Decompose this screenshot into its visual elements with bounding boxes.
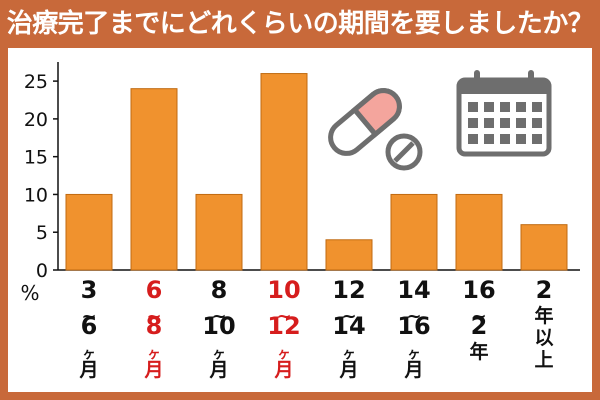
bar (130, 88, 178, 271)
calendar-day-cell (532, 134, 542, 144)
x-tick-label-part: ~ (471, 306, 486, 327)
x-tick-label: 6~8 ヶ月 (143, 276, 163, 381)
calendar-day-cell (500, 118, 510, 128)
calendar-day-cell (468, 118, 478, 128)
x-tick-label-part: ヶ (277, 347, 290, 362)
x-tick-label-part: 3 (81, 276, 98, 304)
x-tick-label-part: 8 (146, 312, 163, 340)
calendar-day-cell (484, 134, 494, 144)
x-tick-label: 14~16 ヶ月 (397, 276, 430, 381)
x-tick-label-part: ヶ (82, 347, 95, 362)
x-tick-label-part: 月 (78, 359, 98, 381)
calendar-day-cell (500, 134, 510, 144)
x-tick-label-part: 2 (471, 312, 488, 340)
calendar-day-cell (468, 102, 478, 112)
x-tick-label-part: ~ (276, 306, 291, 327)
y-tick-label: 15 (24, 147, 48, 169)
x-tick-label-part: 月 (273, 359, 293, 381)
y-tick-label: 25 (24, 71, 48, 93)
x-tick-label-part: 上 (534, 349, 553, 371)
x-tick-label-part: 6 (81, 312, 98, 340)
x-tick-label-part: 12 (332, 276, 365, 304)
x-tick-label-part: ~ (81, 306, 96, 327)
x-tick-labels: 3~6ヶ月6~8ヶ月8~10ヶ月10~12ヶ月12~14ヶ月14~16ヶ月16~… (78, 276, 553, 381)
calendar-day-cell (484, 118, 494, 128)
bar (325, 239, 373, 271)
bar (65, 193, 113, 271)
x-tick-label-part: 10 (202, 312, 235, 340)
x-tick-label-part: 月 (403, 359, 423, 381)
x-tick-label: 10~12 ヶ月 (267, 276, 300, 381)
x-tick-label-part: ヶ (212, 347, 225, 362)
x-tick-label-part: 月 (338, 359, 358, 381)
x-tick-label: 3~6 ヶ月 (78, 276, 98, 381)
x-tick-label-part: 年 (469, 340, 488, 363)
bar (390, 193, 438, 271)
chart-title: 治療完了までにどれくらいの期間を要しましたか？ (6, 9, 594, 39)
calendar-day-cell (532, 118, 542, 128)
x-tick-label-part: ~ (146, 306, 161, 327)
x-tick-label-part: 14 (397, 276, 430, 304)
x-tick-label-part: ヶ (342, 347, 355, 362)
x-tick-label-part: 2 (536, 276, 553, 304)
x-tick-label: 16~2年 (462, 276, 495, 363)
x-tick-label-part: 14 (332, 312, 365, 340)
x-tick-label-part: ヶ (407, 347, 420, 362)
x-tick-label-part: 8 (211, 276, 228, 304)
x-tick-label-part: ~ (341, 306, 356, 327)
bar-series (65, 73, 568, 271)
x-tick-label-part: 6 (146, 276, 163, 304)
x-tick-label: 8~10 ヶ月 (202, 276, 235, 381)
bar (260, 73, 308, 271)
y-tick-label: 20 (24, 109, 48, 131)
bar (195, 193, 243, 271)
y-axis-unit-label: % (20, 281, 39, 305)
x-tick-label-part: 月 (143, 359, 163, 381)
calendar-day-cell (532, 102, 542, 112)
x-tick-label-part: 16 (462, 276, 495, 304)
x-tick-label-part: ~ (211, 306, 226, 327)
calendar-day-cell (484, 102, 494, 112)
x-tick-label-part: ヶ (147, 347, 160, 362)
y-tick-label: 5 (36, 222, 48, 244)
bar (455, 193, 503, 271)
x-tick-label-part: 12 (267, 312, 300, 340)
bar (520, 224, 568, 271)
calendar-day-cell (516, 102, 526, 112)
x-tick-label-part: 月 (208, 359, 228, 381)
calendar-day-cell (516, 134, 526, 144)
x-tick-label-part: 年 (534, 304, 553, 327)
calendar-day-cell (516, 118, 526, 128)
calendar-day-cell (500, 102, 510, 112)
x-tick-label-part: ~ (406, 306, 421, 327)
y-tick-label: 10 (24, 184, 48, 206)
y-tick-labels: 0 5 10 15 20 25% (20, 71, 48, 305)
pill-capsule-icon (328, 88, 402, 156)
x-tick-label-part: 16 (397, 312, 430, 340)
calendar-icon (456, 70, 552, 157)
pill-tablet-icon (385, 133, 423, 171)
y-tick-label: 0 (36, 260, 48, 282)
calendar-day-cell (468, 134, 478, 144)
x-tick-label-part: 以 (534, 327, 553, 349)
x-tick-label: 12~14 ヶ月 (332, 276, 365, 381)
x-tick-label-part: 10 (267, 276, 300, 304)
